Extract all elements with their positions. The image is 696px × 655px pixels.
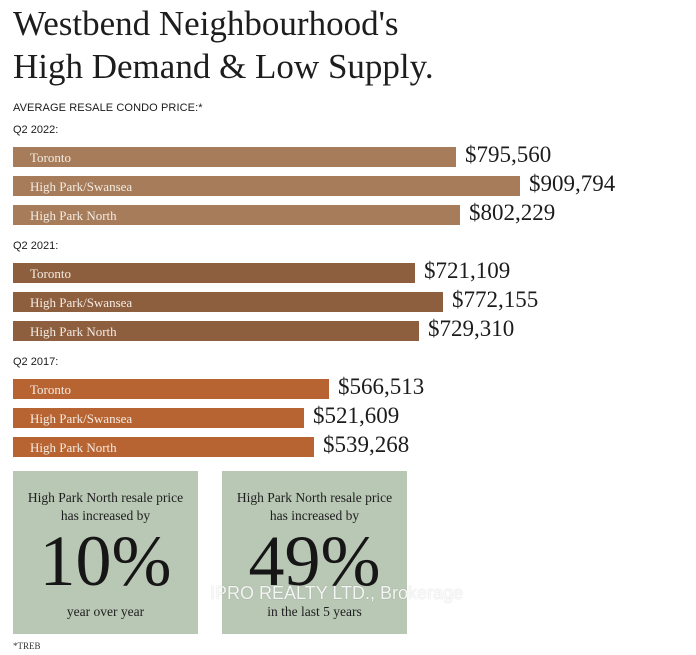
bar-value-label: $802,229 <box>469 200 556 225</box>
bar-value-label: $795,560 <box>465 142 552 167</box>
stat-box-five-years: High Park North resale price has increas… <box>222 471 407 634</box>
bar-value-label: $721,109 <box>424 258 511 283</box>
bar: Toronto $795,560 <box>13 142 551 167</box>
brokerage-watermark: IPRO REALTY LTD., Brokerage <box>210 583 464 603</box>
bar-category-label: Toronto <box>30 150 71 165</box>
bar-category-label: High Park North <box>30 324 117 339</box>
bar-value-label: $909,794 <box>529 171 616 196</box>
stat-box-year-over-year: High Park North resale price has increas… <box>13 471 198 634</box>
bar-category-label: High Park/Swansea <box>30 179 133 194</box>
stat-description: High Park North resale price has increas… <box>27 490 184 523</box>
chart-title: AVERAGE RESALE CONDO PRICE:* <box>13 102 203 114</box>
bar-value-label: $521,609 <box>313 403 400 428</box>
page-title: Westbend Neighbourhood's High Demand & L… <box>13 2 434 88</box>
group-label: Q2 2021: <box>13 240 59 252</box>
stat-footer: year over year <box>66 604 145 619</box>
bar: Toronto $566,513 <box>13 374 424 399</box>
stat-percentage: 49% <box>248 521 381 601</box>
bar-category-label: High Park North <box>30 208 117 223</box>
bar-value-label: $772,155 <box>452 287 539 312</box>
bar: High Park North $539,268 <box>13 432 409 457</box>
bar-category-label: High Park/Swansea <box>30 295 133 310</box>
bar-category-label: Toronto <box>30 382 71 397</box>
bar: High Park/Swansea $521,609 <box>13 403 399 428</box>
stat-description: High Park North resale price has increas… <box>236 490 393 523</box>
bar-category-label: High Park North <box>30 440 117 455</box>
bar: High Park North $802,229 <box>13 200 555 225</box>
bar-value-label: $539,268 <box>323 432 410 457</box>
bar: Toronto $721,109 <box>13 258 510 283</box>
title-line-1: Westbend Neighbourhood's <box>13 4 399 43</box>
bar-value-label: $566,513 <box>338 374 425 399</box>
source-note: *TREB <box>13 641 41 651</box>
stat-percentage: 10% <box>39 521 172 601</box>
bar-category-label: High Park/Swansea <box>30 411 133 426</box>
bar: High Park/Swansea $909,794 <box>13 171 615 196</box>
bar: High Park North $729,310 <box>13 316 514 341</box>
title-line-2: High Demand & Low Supply. <box>13 47 434 86</box>
group-label: Q2 2017: <box>13 356 59 368</box>
group-label: Q2 2022: <box>13 124 59 136</box>
bar-category-label: Toronto <box>30 266 71 281</box>
bar-value-label: $729,310 <box>428 316 515 341</box>
stat-footer: in the last 5 years <box>267 604 362 619</box>
bar: High Park/Swansea $772,155 <box>13 287 538 312</box>
